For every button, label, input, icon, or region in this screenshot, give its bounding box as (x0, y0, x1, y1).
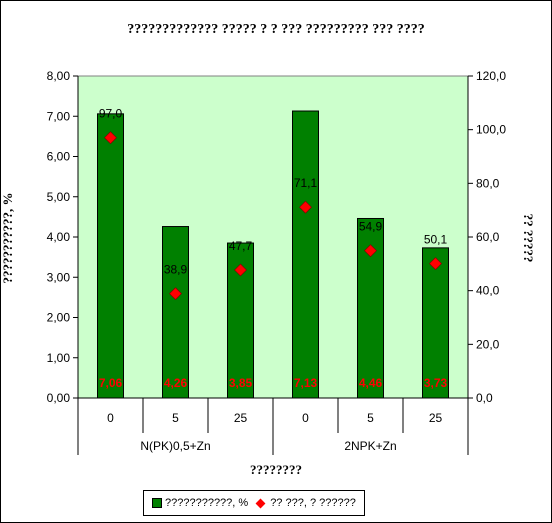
marker-point (169, 287, 182, 301)
bar-value-label: 3,85 (229, 376, 253, 390)
left-axis-tick-label: 5,00 (47, 190, 71, 204)
right-axis-tick-label: 40,0 (476, 284, 500, 298)
marker-value-label: 47,7 (229, 239, 253, 253)
left-axis-tick-label: 1,00 (47, 351, 71, 365)
marker-point (364, 244, 377, 258)
bar-value-label: 4,46 (359, 376, 383, 390)
left-axis-tick-label: 4,00 (47, 230, 71, 244)
marker-point (234, 263, 247, 277)
category-tick-label: 25 (234, 411, 248, 425)
bar-value-label: 3,73 (424, 376, 448, 390)
marker-point (429, 257, 442, 270)
category-tick-label: 25 (429, 411, 443, 425)
marker-point (104, 131, 117, 145)
bar-value-label: 7,06 (99, 376, 123, 390)
right-axis-tick-label: 80,0 (476, 176, 500, 190)
bar (292, 110, 319, 399)
legend-item-bar: ???????????, % (152, 497, 248, 509)
right-axis-tick-label: 0,0 (476, 391, 493, 405)
legend-label-bar: ???????????, % (165, 497, 249, 509)
marker-value-label: 97,0 (99, 107, 123, 121)
category-tick-label: 5 (367, 411, 374, 425)
x-axis-title: ???????? (250, 462, 302, 477)
marker-value-label: 54,9 (359, 220, 383, 234)
left-axis-tick-label: 8,00 (47, 69, 71, 83)
legend-label-marker: ?? ???, ? ?????? (270, 497, 356, 509)
right-axis-tick-label: 100,0 (476, 123, 506, 137)
group-label: 2NPK+Zn (344, 439, 396, 453)
marker-point (299, 200, 312, 214)
bar-value-label: 7,13 (294, 376, 318, 390)
bar (97, 113, 124, 399)
bar-value-label: 4,26 (164, 376, 188, 390)
legend-diamond-swatch (255, 498, 266, 508)
marker-value-label: 50,1 (424, 233, 448, 247)
legend-item-marker: ?? ???, ? ?????? (254, 497, 356, 509)
plot-area (77, 75, 469, 399)
marker-value-label: 38,9 (164, 263, 188, 277)
left-axis-tick-label: 2,00 (47, 311, 71, 325)
legend: ???????????, % ?? ???, ? ?????? (143, 490, 365, 516)
right-axis-tick-label: 20,0 (476, 337, 500, 351)
right-axis-tick-label: 120,0 (476, 69, 506, 83)
category-tick-label: 5 (172, 411, 179, 425)
group-label: N(PK)0,5+Zn (140, 439, 210, 453)
legend-bar-swatch (152, 498, 162, 508)
category-tick-label: 0 (107, 411, 114, 425)
marker-value-label: 71,1 (294, 176, 318, 190)
chart-title: ????????????? ????? ? ? ??? ????????? ??… (127, 22, 425, 37)
left-axis-tick-label: 3,00 (47, 270, 71, 284)
left-axis-tick-label: 7,00 (47, 109, 71, 123)
category-tick-label: 0 (302, 411, 309, 425)
bar (422, 247, 449, 399)
bar (162, 226, 189, 399)
left-axis-tick-label: 6,00 (47, 150, 71, 164)
left-axis-tick-label: 0,00 (47, 391, 71, 405)
right-axis-tick-label: 60,0 (476, 230, 500, 244)
